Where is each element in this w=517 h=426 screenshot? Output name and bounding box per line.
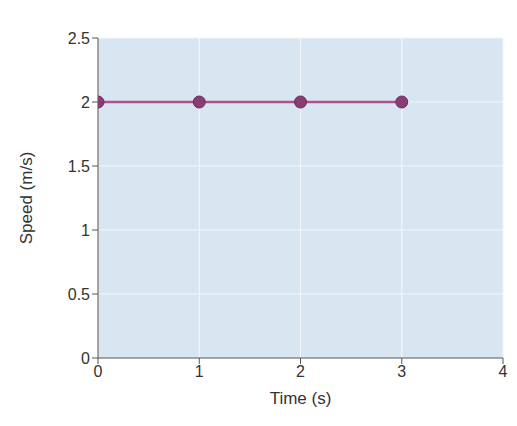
svg-text:4: 4 [499,363,508,380]
svg-text:1: 1 [195,363,204,380]
svg-text:0.5: 0.5 [68,286,90,303]
svg-text:2: 2 [296,363,305,380]
svg-text:1: 1 [81,222,90,239]
svg-text:0: 0 [81,350,90,367]
svg-text:0: 0 [94,363,103,380]
svg-text:2.5: 2.5 [68,30,90,47]
svg-text:Speed (m/s): Speed (m/s) [17,152,36,245]
svg-text:1.5: 1.5 [68,158,90,175]
svg-text:Time (s): Time (s) [270,389,332,408]
svg-text:3: 3 [397,363,406,380]
svg-text:2: 2 [81,94,90,111]
